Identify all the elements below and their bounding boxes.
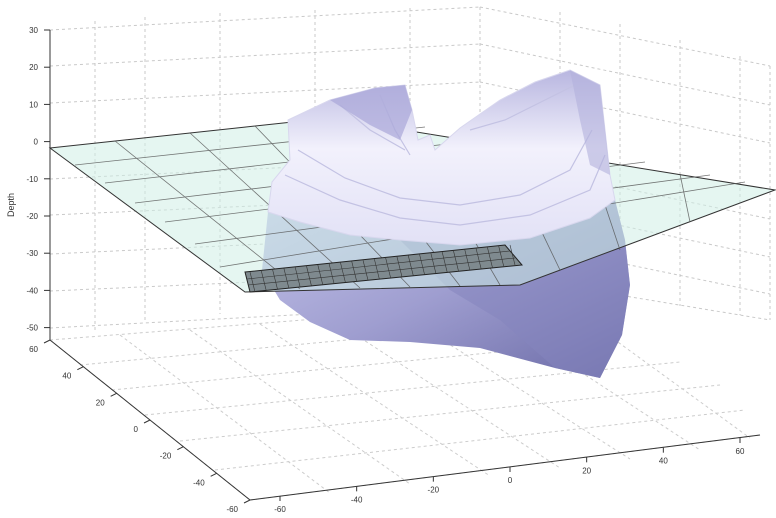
z-tick-label-1: 20 (29, 63, 38, 72)
z-tick-label-5: -20 (26, 212, 38, 221)
surface-fold-shadow (330, 85, 412, 140)
y-tick-label-3: 0 (134, 425, 139, 434)
z-axis-label: Depth (6, 193, 16, 217)
y-tick-label-6: -60 (226, 505, 238, 514)
x-tick-label-0: -60 (274, 505, 286, 514)
y-tick-label-0: 60 (29, 345, 38, 354)
grating-line-13 (396, 256, 403, 277)
y-tick-label-1: 40 (62, 372, 71, 381)
y-tick-label-5: -40 (193, 478, 205, 487)
y-tick-mark-5 (210, 472, 217, 477)
z-tick-label-3: 0 (34, 138, 39, 147)
grating-line-16 (430, 253, 437, 274)
grating-line-3 (283, 268, 290, 289)
x-tick-label-2: -20 (428, 486, 440, 495)
grating-patch (244, 244, 523, 293)
y-tick-mark-0 (43, 339, 51, 344)
surface-right-shadow (570, 70, 610, 175)
grating-line-4 (294, 267, 301, 288)
z-axis-ticks: 30 20 10 0 -10 -20 -30 -40 -50 (26, 26, 50, 333)
grating-line-6 (317, 264, 324, 286)
x-tick-label-1: -40 (351, 495, 363, 504)
grating-line-1 (261, 270, 267, 291)
z-tick-label-8: -50 (26, 324, 38, 333)
grating-line-7 (328, 263, 335, 284)
z-tick-label-0: 30 (29, 26, 38, 35)
grating-line-2 (272, 269, 278, 290)
y-tick-mark-6 (243, 499, 251, 504)
grating-line-15 (419, 254, 425, 275)
grating-line-5 (306, 266, 312, 287)
grating-line-23 (509, 244, 516, 266)
grating-line-18 (453, 250, 459, 271)
grating-line-22 (498, 246, 504, 267)
grating-line-20 (475, 248, 482, 269)
x-axis-ticks: -60 -40 -20 0 20 40 60 (274, 438, 745, 514)
x-tick-label-5: 40 (659, 457, 668, 466)
grating-line-8 (340, 262, 346, 283)
z-tick-label-4: -10 (26, 175, 38, 184)
y-tick-mark-3 (143, 419, 151, 424)
grating-line-11 (374, 259, 380, 280)
grating-line-10 (362, 260, 369, 281)
grating-line-14 (407, 255, 414, 276)
z-tick-label-2: 10 (29, 100, 38, 109)
x-tick-label-4: 20 (582, 466, 591, 475)
y-tick-mark-1 (77, 366, 84, 371)
grating-line-17 (441, 251, 448, 273)
x-tick-label-6: 60 (736, 447, 745, 456)
grating-line-21 (487, 247, 493, 268)
y-tick-label-2: 20 (96, 398, 105, 407)
z-tick-label-7: -40 (26, 286, 38, 295)
grating-line-12 (385, 257, 391, 278)
y-tick-mark-4 (177, 446, 184, 451)
y-axis-ticks: 60 40 20 0 -20 -40 -60 (29, 339, 251, 514)
surface-upper (267, 69, 616, 246)
grating-line-19 (464, 249, 471, 270)
y-tick-label-4: -20 (160, 452, 172, 461)
grating-line-9 (351, 261, 358, 282)
y-tick-mark-2 (110, 392, 117, 397)
z-tick-label-6: -30 (26, 249, 38, 258)
x-tick-label-3: 0 (508, 476, 513, 485)
grating-line-0 (249, 271, 256, 293)
